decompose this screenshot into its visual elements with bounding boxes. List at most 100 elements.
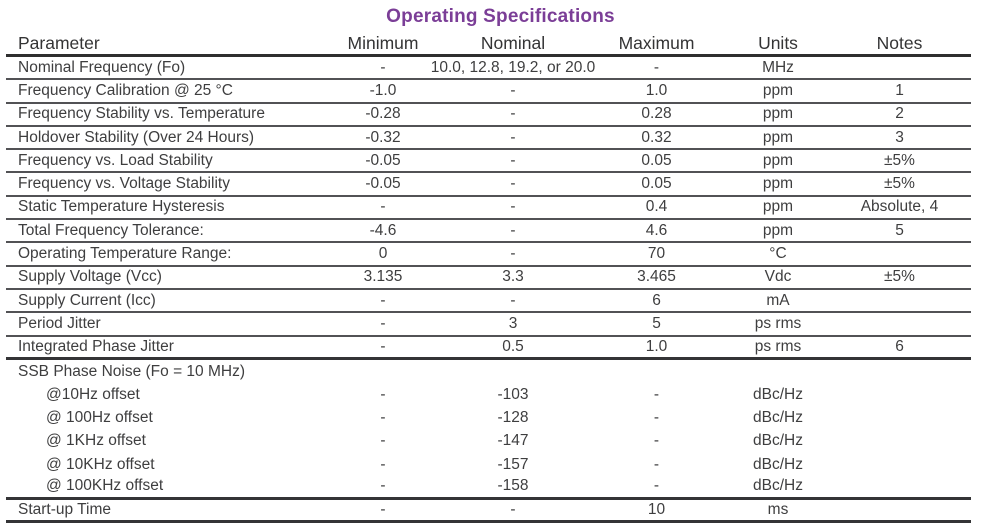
maximum-cell: 3.465 <box>637 268 676 286</box>
notes-cell <box>828 290 971 311</box>
table-row: @10Hz offset - -103 - dBc/Hz <box>6 383 971 406</box>
nominal-cell: 0.5 <box>502 337 524 355</box>
maximum-cell: - <box>653 455 660 473</box>
units-cell: ppm <box>762 81 794 99</box>
parameter-cell: Integrated Phase Jitter <box>18 337 174 355</box>
parameter-cell: @ 1KHz offset <box>46 432 146 450</box>
table-header-row: Parameter Minimum Nominal Maximum Units … <box>6 32 971 57</box>
notes-cell <box>828 57 971 78</box>
maximum-cell <box>585 360 728 383</box>
minimum-cell <box>325 360 441 383</box>
table-row: Supply Current (Icc) - - 6 mA <box>6 290 971 314</box>
units-cell: ps rms <box>754 314 802 332</box>
minimum-cell: - <box>380 314 386 332</box>
units-cell: °C <box>769 245 787 263</box>
table-row: Frequency Calibration @ 25 °C -1.0 - 1.0… <box>6 80 971 104</box>
table-row: Frequency vs. Load Stability -0.05 - 0.0… <box>6 150 971 174</box>
parameter-cell: @ 100KHz offset <box>46 477 164 495</box>
minimum-cell: - <box>380 477 386 495</box>
notes-cell <box>828 453 971 476</box>
minimum-cell: - <box>380 500 386 518</box>
column-header-nominal: Nominal <box>480 32 546 53</box>
table-row: Operating Temperature Range: 0 - 70 °C <box>6 243 971 267</box>
parameter-cell: Frequency Calibration @ 25 °C <box>18 81 233 99</box>
minimum-cell: - <box>380 409 386 427</box>
nominal-cell: -147 <box>497 432 529 450</box>
table-row: Integrated Phase Jitter - 0.5 1.0 ps rms… <box>6 337 971 360</box>
table-row: SSB Phase Noise (Fo = 10 MHz) <box>6 360 971 383</box>
table-row: Period Jitter - 3 5 ps rms <box>6 313 971 337</box>
operating-specifications-table: Parameter Minimum Nominal Maximum Units … <box>6 32 971 523</box>
nominal-cell: -128 <box>497 409 529 427</box>
parameter-cell: Nominal Frequency (Fo) <box>18 58 186 76</box>
table-row: @ 100KHz offset - -158 - dBc/Hz <box>6 476 971 500</box>
parameter-cell: Static Temperature Hysteresis <box>18 198 225 216</box>
table-row: Frequency Stability vs. Temperature -0.2… <box>6 104 971 127</box>
minimum-cell: - <box>380 455 386 473</box>
maximum-cell: 1.0 <box>645 337 668 355</box>
notes-cell <box>828 406 971 429</box>
nominal-cell: -103 <box>497 385 529 403</box>
units-cell: ppm <box>762 105 794 123</box>
parameter-cell: Period Jitter <box>18 314 101 332</box>
column-header-minimum: Minimum <box>347 32 419 53</box>
minimum-cell: - <box>380 385 386 403</box>
minimum-cell: 0 <box>378 245 388 263</box>
units-cell: Vdc <box>764 268 792 286</box>
parameter-cell: Supply Current (Icc) <box>18 291 156 309</box>
minimum-cell: - <box>380 337 386 355</box>
column-header-maximum: Maximum <box>618 32 695 53</box>
parameter-cell: SSB Phase Noise (Fo = 10 MHz) <box>18 362 245 380</box>
notes-cell <box>828 313 971 334</box>
notes-cell: 1 <box>895 81 904 99</box>
parameter-cell: @10Hz offset <box>46 385 140 403</box>
table-row: Holdover Stability (Over 24 Hours) -0.32… <box>6 127 971 151</box>
units-cell: dBc/Hz <box>753 477 803 495</box>
maximum-cell: - <box>653 385 660 403</box>
page-title: Operating Specifications <box>386 6 615 27</box>
maximum-cell: 4.6 <box>645 221 668 239</box>
table-row: Static Temperature Hysteresis - - 0.4 pp… <box>6 197 971 221</box>
minimum-cell: -0.05 <box>365 151 401 169</box>
minimum-cell: -0.28 <box>365 105 401 123</box>
minimum-cell: -0.05 <box>365 175 401 193</box>
nominal-cell: 3 <box>508 314 518 332</box>
units-cell: MHz <box>762 58 794 76</box>
notes-cell <box>828 360 971 383</box>
parameter-cell: Frequency Stability vs. Temperature <box>18 105 265 123</box>
table-row: @ 100Hz offset - -128 - dBc/Hz <box>6 406 971 429</box>
minimum-cell: 3.135 <box>363 268 403 286</box>
table-body: Nominal Frequency (Fo) - 10.0, 12.8, 19.… <box>6 57 971 523</box>
table-row: Nominal Frequency (Fo) - 10.0, 12.8, 19.… <box>6 57 971 81</box>
notes-cell <box>828 243 971 264</box>
parameter-cell: @ 10KHz offset <box>46 455 155 473</box>
maximum-cell: 0.4 <box>645 198 668 216</box>
notes-cell: 5 <box>895 221 904 239</box>
table-row: @ 10KHz offset - -157 - dBc/Hz <box>6 453 971 476</box>
units-cell: ms <box>767 500 789 518</box>
nominal-cell: 3.3 <box>502 268 524 286</box>
maximum-cell: 0.32 <box>641 128 672 146</box>
minimum-cell: -4.6 <box>369 221 397 239</box>
parameter-cell: Operating Temperature Range: <box>18 245 232 263</box>
parameter-cell: Frequency vs. Load Stability <box>18 151 213 169</box>
minimum-cell: -0.32 <box>365 128 401 146</box>
maximum-cell: - <box>653 58 660 76</box>
table-row: Supply Voltage (Vcc) 3.135 3.3 3.465 Vdc… <box>6 267 971 290</box>
maximum-cell: 0.05 <box>641 175 672 193</box>
units-cell: ppm <box>762 151 794 169</box>
units-cell: mA <box>766 291 790 309</box>
notes-cell: ±5% <box>884 151 915 169</box>
nominal-cell: - <box>510 128 516 146</box>
maximum-cell: 70 <box>647 245 666 263</box>
notes-cell: Absolute, 4 <box>860 198 939 216</box>
parameter-cell: Start-up Time <box>18 500 112 518</box>
units-cell: ppm <box>762 128 794 146</box>
units-cell: dBc/Hz <box>753 409 803 427</box>
notes-cell: ±5% <box>884 268 915 286</box>
nominal-cell: - <box>510 81 516 99</box>
nominal-cell: - <box>510 221 516 239</box>
nominal-cell: - <box>510 500 516 518</box>
units-cell <box>728 360 828 383</box>
notes-cell: ±5% <box>884 175 915 193</box>
